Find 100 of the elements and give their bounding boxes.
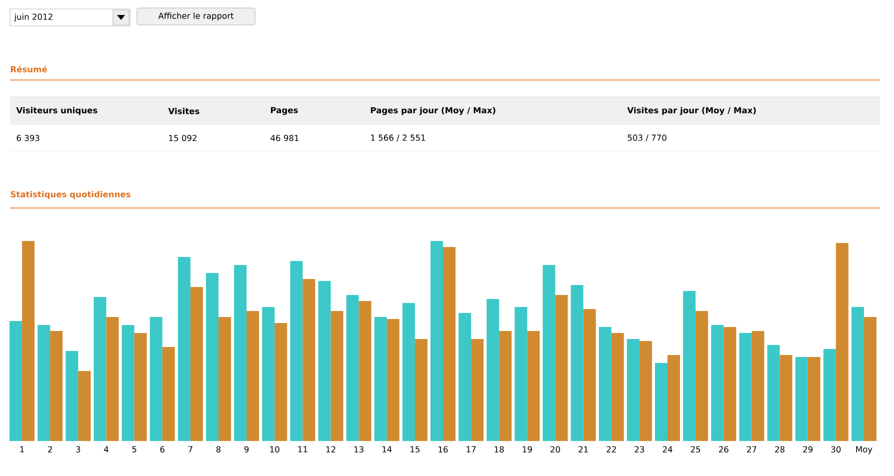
x-tick-label: 11: [298, 446, 308, 452]
bar: [711, 324, 724, 441]
bar: [780, 354, 792, 441]
bar: [78, 370, 91, 441]
bar: [471, 338, 484, 441]
text: 46 981: [270, 134, 298, 142]
bar: [246, 310, 260, 441]
x-tick-label: 3: [76, 446, 80, 452]
bar: [346, 294, 359, 441]
bar: [318, 280, 331, 441]
text: 1 566 / 2 551: [371, 134, 426, 142]
x-tick-label: 12: [326, 446, 336, 452]
x-tick-label: 17: [466, 446, 476, 452]
text: Visites par jour (Moy / Max): [627, 106, 756, 116]
bar: [598, 326, 612, 441]
bar: [206, 272, 218, 441]
bar: [190, 286, 203, 441]
chart-title: Statistiques quotidiennes: [10, 190, 130, 200]
bar: [443, 246, 456, 441]
x-tick-label: 10: [270, 446, 280, 452]
bar: [358, 300, 372, 441]
bar: [330, 310, 344, 441]
bar: [655, 362, 668, 441]
bar: [150, 316, 162, 441]
bar: [486, 298, 500, 441]
x-tick-label: 23: [634, 446, 644, 452]
bar: [386, 318, 400, 441]
bar: [38, 324, 50, 441]
x-tick-label: 22: [606, 446, 616, 452]
x-tick-label: 8: [216, 446, 221, 452]
bar: [234, 264, 247, 441]
bar: [836, 242, 848, 441]
x-tick-label: 30: [831, 446, 841, 452]
x-tick-label: 7: [188, 446, 192, 452]
bar: [458, 312, 472, 441]
x-tick-label: Moy: [856, 446, 872, 454]
bar: [514, 306, 528, 441]
x-tick-label: 4: [104, 446, 108, 452]
x-tick-label: 29: [803, 446, 813, 452]
bar: [864, 316, 876, 441]
bar: [555, 294, 568, 441]
x-tick-label: 25: [690, 446, 700, 452]
x-tick-label: 2: [48, 446, 52, 452]
bar: [374, 316, 387, 441]
text: 15 092: [169, 134, 196, 142]
x-tick-label: 9: [244, 446, 249, 452]
bar: [50, 330, 63, 441]
bar: [10, 320, 22, 441]
bar: [122, 324, 134, 441]
bar: [767, 344, 780, 441]
bar: [22, 240, 35, 441]
text: 6 393: [16, 134, 40, 142]
bar: [499, 330, 512, 441]
bar: [752, 330, 764, 441]
bar: [570, 284, 584, 441]
text: Afficher le rapport: [158, 12, 234, 21]
bar: [823, 348, 836, 441]
text: Visiteurs uniques: [16, 106, 98, 116]
bar: [402, 302, 415, 441]
x-tick-label: 18: [494, 446, 504, 452]
x-tick-label: 19: [522, 446, 532, 452]
x-tick-label: 21: [578, 446, 588, 452]
bar: [668, 354, 680, 441]
x-tick-label: 27: [747, 446, 756, 452]
bar: [66, 350, 78, 441]
x-tick-label: 26: [718, 446, 728, 452]
bar: [527, 330, 540, 441]
bar: [626, 338, 640, 441]
text: juin 2012: [14, 13, 52, 22]
bar: [739, 332, 752, 441]
bar: [290, 260, 303, 441]
text: Résumé: [10, 66, 47, 72]
bar: [808, 356, 820, 441]
bar: [134, 332, 147, 441]
bar: [639, 340, 652, 441]
bar: [611, 332, 624, 441]
text: Pages par jour (Moy / Max): [370, 106, 496, 116]
x-tick-label: 13: [354, 446, 364, 452]
bar: [851, 306, 864, 441]
x-tick-label: 5: [132, 446, 136, 452]
x-tick-label: 15: [410, 446, 420, 452]
text: 503 / 770: [628, 134, 666, 142]
bar: [178, 256, 190, 441]
bar: [696, 310, 708, 441]
bar: [218, 316, 231, 441]
bar: [94, 296, 106, 441]
bar: [683, 290, 696, 441]
bar: [162, 346, 175, 441]
x-tick-label: 14: [382, 446, 392, 452]
bar: [302, 278, 316, 441]
x-tick-label: 24: [662, 446, 672, 452]
bar: [542, 264, 556, 441]
bar: [106, 316, 119, 441]
bar: [430, 240, 444, 441]
x-tick-label: 20: [550, 446, 560, 452]
bar: [724, 326, 736, 441]
bar: [262, 306, 275, 441]
bar: [414, 338, 428, 441]
x-tick-label: 16: [438, 446, 448, 452]
x-tick-label: 6: [160, 446, 164, 452]
